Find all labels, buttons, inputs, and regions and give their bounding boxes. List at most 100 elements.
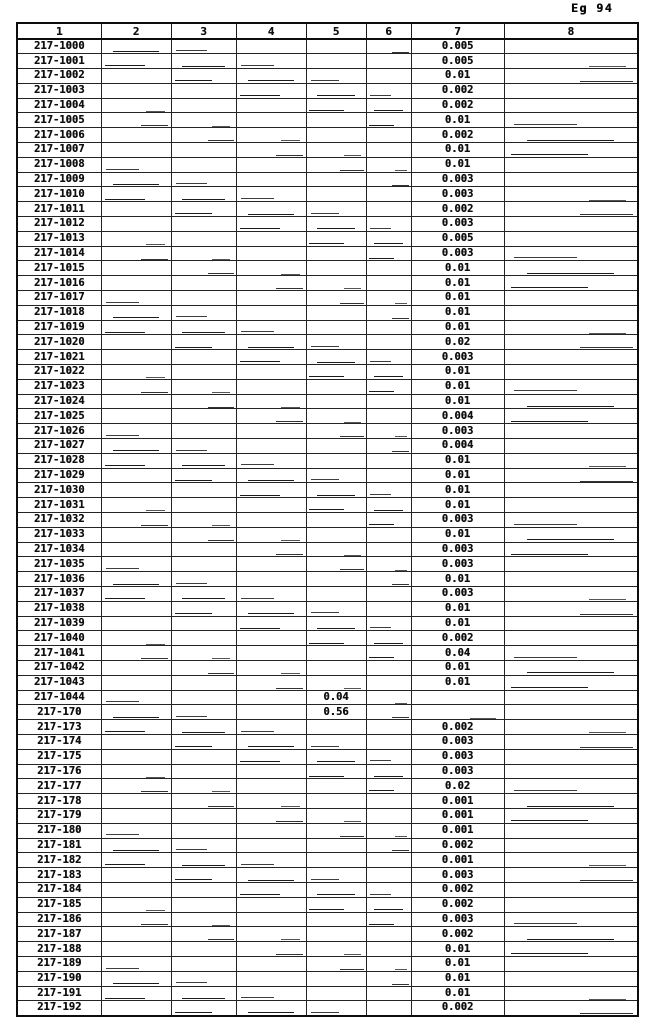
data-cell: 0.003 xyxy=(410,763,505,780)
data-cell xyxy=(503,926,639,943)
data-cell xyxy=(503,216,639,232)
data-cell xyxy=(170,438,237,454)
table-row: 217-1008 0.01 xyxy=(16,156,639,173)
data-cell xyxy=(305,600,367,617)
data-cell xyxy=(100,245,172,262)
table-row: 217-190 0.01 xyxy=(16,970,639,987)
data-cell xyxy=(305,822,367,839)
data-cell xyxy=(235,793,307,809)
data-cell xyxy=(365,142,412,158)
data-cell xyxy=(503,142,639,158)
data-cell xyxy=(100,230,172,247)
data-cell xyxy=(305,171,367,188)
data-cell xyxy=(100,837,172,854)
data-cell xyxy=(305,793,367,809)
data-cell xyxy=(305,216,367,232)
row-id-cell: 217-186 xyxy=(16,911,102,928)
data-cell xyxy=(365,985,412,1002)
table-row: 217-1015 0.01 xyxy=(16,260,639,277)
data-cell xyxy=(235,334,307,351)
table-row: 217-1016 0.01 xyxy=(16,275,639,292)
data-cell xyxy=(305,112,367,129)
table-row: 217-1044 0.04 xyxy=(16,689,639,706)
data-cell xyxy=(235,438,307,454)
data-cell xyxy=(305,482,367,499)
data-cell: 0.01 xyxy=(410,68,505,84)
data-cell xyxy=(170,541,237,558)
data-cell xyxy=(305,778,367,795)
data-cell xyxy=(503,438,639,454)
data-cell xyxy=(170,822,237,839)
data-cell xyxy=(305,674,367,691)
data-cell xyxy=(503,423,639,440)
row-id-cell: 217-1038 xyxy=(16,600,102,617)
data-cell: 0.002 xyxy=(410,896,505,913)
data-cell xyxy=(503,304,639,321)
table-row: 217-1004 0.002 xyxy=(16,97,639,114)
data-cell xyxy=(365,112,412,129)
data-cell xyxy=(503,659,639,676)
data-cell xyxy=(365,571,412,587)
data-cell xyxy=(100,571,172,587)
data-cell xyxy=(170,82,237,99)
data-cell xyxy=(170,275,237,292)
data-cell xyxy=(235,142,307,158)
table-row: 217-1003 0.002 xyxy=(16,82,639,99)
data-cell xyxy=(235,615,307,632)
data-cell xyxy=(100,467,172,484)
data-cell xyxy=(365,82,412,99)
data-cell xyxy=(365,378,412,395)
data-cell xyxy=(170,304,237,321)
data-cell: 0.001 xyxy=(410,852,505,869)
data-cell xyxy=(503,482,639,499)
data-cell: 0.04 xyxy=(410,645,505,661)
data-cell xyxy=(235,112,307,129)
data-cell xyxy=(305,319,367,336)
data-cell xyxy=(503,97,639,114)
data-cell xyxy=(305,896,367,913)
data-cell xyxy=(235,97,307,114)
data-cell xyxy=(235,955,307,972)
table-row: 217-1022 0.01 xyxy=(16,364,639,380)
row-id-cell: 217-184 xyxy=(16,881,102,898)
data-cell xyxy=(503,334,639,351)
data-cell: 0.01 xyxy=(410,304,505,321)
data-cell xyxy=(170,38,237,55)
table-row: 217-1027 0.004 xyxy=(16,438,639,454)
row-id-cell: 217-187 xyxy=(16,926,102,943)
data-cell xyxy=(503,245,639,262)
data-cell xyxy=(365,704,412,721)
row-id-cell: 217-1001 xyxy=(16,53,102,70)
data-cell: 0.001 xyxy=(410,807,505,824)
data-cell xyxy=(503,186,639,203)
row-id-cell: 217-1037 xyxy=(16,585,102,602)
table-row: 217-187 0.002 xyxy=(16,926,639,943)
row-id-cell: 217-1019 xyxy=(16,319,102,336)
data-cell xyxy=(170,497,237,513)
data-cell xyxy=(100,778,172,795)
data-cell xyxy=(503,778,639,795)
data-cell xyxy=(100,807,172,824)
data-cell: 0.01 xyxy=(410,497,505,513)
data-cell xyxy=(365,645,412,661)
data-cell: 0.01 xyxy=(410,615,505,632)
data-cell xyxy=(503,290,639,306)
table-row: 217-1002 0.01 xyxy=(16,68,639,84)
data-cell xyxy=(170,260,237,277)
data-cell xyxy=(170,852,237,869)
data-cell: 0.003 xyxy=(410,911,505,928)
data-cell xyxy=(100,970,172,987)
data-cell xyxy=(170,926,237,943)
data-cell xyxy=(235,585,307,602)
data-cell: 0.005 xyxy=(410,230,505,247)
data-cell xyxy=(235,748,307,765)
data-cell xyxy=(100,201,172,218)
data-cell xyxy=(503,556,639,573)
data-cell xyxy=(365,867,412,883)
data-cell xyxy=(305,97,367,114)
data-cell xyxy=(170,733,237,750)
data-cell xyxy=(305,156,367,173)
row-id-cell: 217-1013 xyxy=(16,230,102,247)
data-cell xyxy=(235,822,307,839)
data-cell xyxy=(170,423,237,440)
